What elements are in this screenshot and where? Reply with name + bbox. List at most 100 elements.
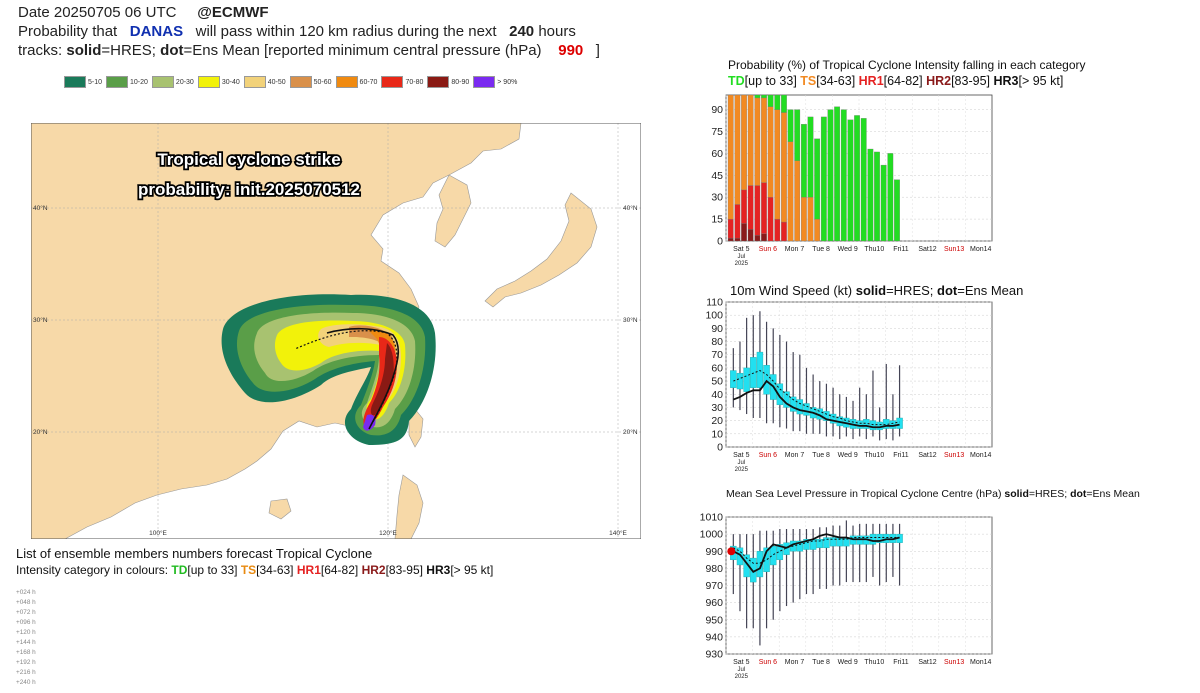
bar-segment-hr1 [781,221,787,242]
legend-label: 10-20 [130,78,148,86]
bar-segment-td [874,151,880,242]
map-overlay-title: Tropical cyclone strike [157,150,340,169]
category-name: HR3 [993,74,1019,88]
legend-item: 50-60 [289,76,332,88]
box-iqr [823,537,830,549]
bar-segment-ts [794,160,801,242]
legend-item: 10-20 [106,76,148,88]
bar-segment-hr2 [734,237,741,242]
intensity-chart-categories: TD[up to 33] TS[34-63] HR1[64-82] HR2[83… [728,74,1063,88]
category-name: TS [800,74,817,88]
legend-item: 80-90 [427,76,469,88]
x-tick-label: Sat12 [918,659,936,666]
box-iqr [750,357,757,388]
cat-ts: TS [240,563,257,577]
category-range: [> 95 kt] [1018,74,1064,88]
ensemble-row: +048 h [16,598,37,608]
header-text: tracks: [18,42,63,59]
y-tick-label: 20 [711,415,723,427]
y-tick-label: 90 [711,323,723,335]
box-iqr [770,545,777,566]
y-tick-label: 0 [717,442,723,454]
header-text: dot [160,42,184,59]
box-iqr [829,413,837,424]
hres-line [732,533,900,573]
bar-segment-td [867,148,874,242]
ensemble-member-rows: +024 h +048 h +072 h +096 h +120 h +144 h +168… [16,588,37,688]
x-tick-label: Wed 9 [838,659,858,666]
legend-swatch [427,76,450,88]
reported-pressure-marker [727,547,736,556]
bar-segment-td [794,109,801,161]
bar-segment-td [860,118,867,242]
x-tick-label: Mon14 [970,659,992,666]
y-tick-label: 30 [711,402,723,414]
cat-range: [34-63] [256,563,294,577]
x-tick-label: Tue 8 [812,246,830,253]
legend-label: 30-40 [221,78,240,86]
x-tick-label: Fri11 [893,246,909,253]
ensemble-row-label: +240 h [16,679,36,686]
legend-label: 80-90 [451,78,470,86]
forecast-tracks [294,327,400,430]
bar-segment-ts [747,94,754,186]
chart-title-text: Mean Sea Level Pressure in Tropical Cycl… [726,488,1002,500]
bar-segment-hr2 [741,223,747,242]
bar-segment-td [754,94,761,99]
category-name: HR2 [926,74,952,88]
header-line-1: Date 20250705 06 UTC @ECMWF [18,4,269,22]
box-iqr [776,544,784,561]
chart-title-text: =Ens Mean [957,283,1024,298]
x-tick-label: Sun 6 [759,246,777,253]
x-tick-label: Tue 8 [812,452,830,459]
box-iqr [763,365,770,395]
x-tick-label: Sat12 [918,246,936,253]
x-tick-label: Fri11 [893,452,909,459]
ensemble-row-label: +168 h [16,649,36,656]
ensemble-row: +240 h [16,678,37,688]
header-text: ] [595,42,600,59]
legend-swatch [64,76,86,88]
box-iqr [743,367,750,392]
org-tag: @ECMWF [197,4,269,21]
lon-label: 140°E [609,529,627,537]
intensity-probability-chart: 0 15 30 45 60 75 90 Sat 5 Sun 6 Mon 7 Tue 8 Wed 9 Th… [711,94,993,267]
y-tick-label: 980 [705,563,723,575]
ensemble-row-label: +096 h [16,619,36,626]
header-text: will pass within 120 km radius during th… [195,23,497,40]
bar-segment-td [847,119,854,242]
category-range: [64-82] [883,74,927,88]
box-iqr [803,403,810,416]
box-iqr [876,533,883,543]
x-tick-label: Mon 7 [785,452,805,459]
chart-title-text: =Ens Mean [1086,488,1140,500]
box-iqr [736,547,744,566]
legend-label: > 90% [497,78,518,86]
x-sub-label: 2025 [735,467,749,473]
wind-chart-title: 10m Wind Speed (kt) solid=HRES; dot=Ens … [730,283,1023,298]
y-tick-label: 100 [705,310,723,322]
legend-label: 40-50 [267,78,286,86]
x-tick-label: Thu10 [864,246,884,253]
chart-title-text: dot [937,283,958,298]
cat-td: TD [171,563,188,577]
bar-segment-td [767,94,774,107]
chart-title-text: =HRES; [886,283,934,298]
bar-segment-ts [734,94,741,205]
header-text: =Ens Mean [reported minimum central pres… [183,42,542,59]
bar-segment-hr1 [727,218,734,239]
lat-label: 20°N [33,428,48,436]
ensemble-row-label: +216 h [16,669,36,676]
legend-swatch [473,76,496,88]
legend-swatch [243,76,266,88]
bar-segment-hr1 [761,182,767,234]
bar-segment-ts [741,94,747,191]
cat-hr3: HR3 [426,563,451,577]
land-philippines [394,474,424,539]
reported-pressure: 990 [558,42,584,59]
y-tick-label: 950 [705,614,723,626]
x-tick-label: Sun13 [944,246,964,253]
land-japan [484,192,598,308]
y-tick-label: 30 [711,192,723,204]
